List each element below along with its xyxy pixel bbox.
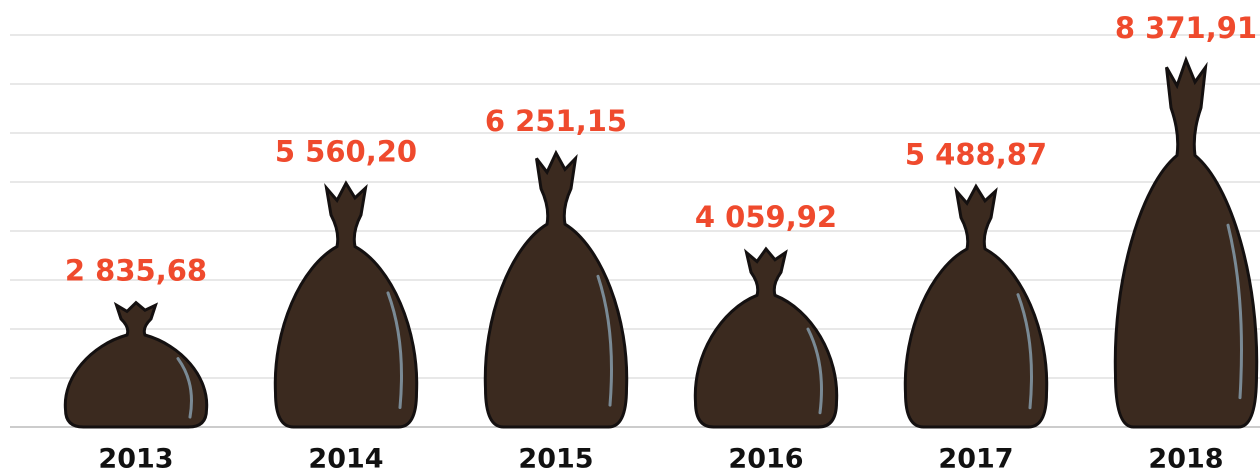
x-tick-label: 2014 [308, 444, 383, 475]
x-tick-label: 2017 [938, 444, 1013, 475]
value-label: 5 488,87 [905, 137, 1047, 171]
bag [1113, 55, 1259, 429]
bag-highlight [596, 274, 613, 407]
value-label: 2 835,68 [65, 254, 207, 288]
grid [10, 34, 1260, 428]
x-tick-label: 2018 [1148, 444, 1223, 475]
bag [903, 183, 1049, 429]
value-label: 8 371,91 [1115, 11, 1257, 45]
bag [693, 246, 839, 429]
value-label: 5 560,20 [275, 134, 417, 168]
x-tick-label: 2015 [518, 444, 593, 475]
bag [483, 149, 629, 429]
bag-highlight [1016, 293, 1033, 410]
x-tick-label: 2013 [98, 444, 173, 475]
bag [63, 300, 209, 429]
bag-highlight [386, 291, 403, 410]
bag-highlight [176, 357, 193, 419]
bag-highlight [806, 327, 823, 415]
x-tick-label: 2016 [728, 444, 803, 475]
value-label: 4 059,92 [695, 200, 837, 234]
value-label: 6 251,15 [485, 104, 627, 138]
bag [273, 180, 419, 429]
bag-highlight [1226, 223, 1243, 400]
